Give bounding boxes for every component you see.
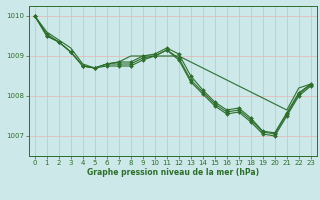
X-axis label: Graphe pression niveau de la mer (hPa): Graphe pression niveau de la mer (hPa) [87, 168, 259, 177]
